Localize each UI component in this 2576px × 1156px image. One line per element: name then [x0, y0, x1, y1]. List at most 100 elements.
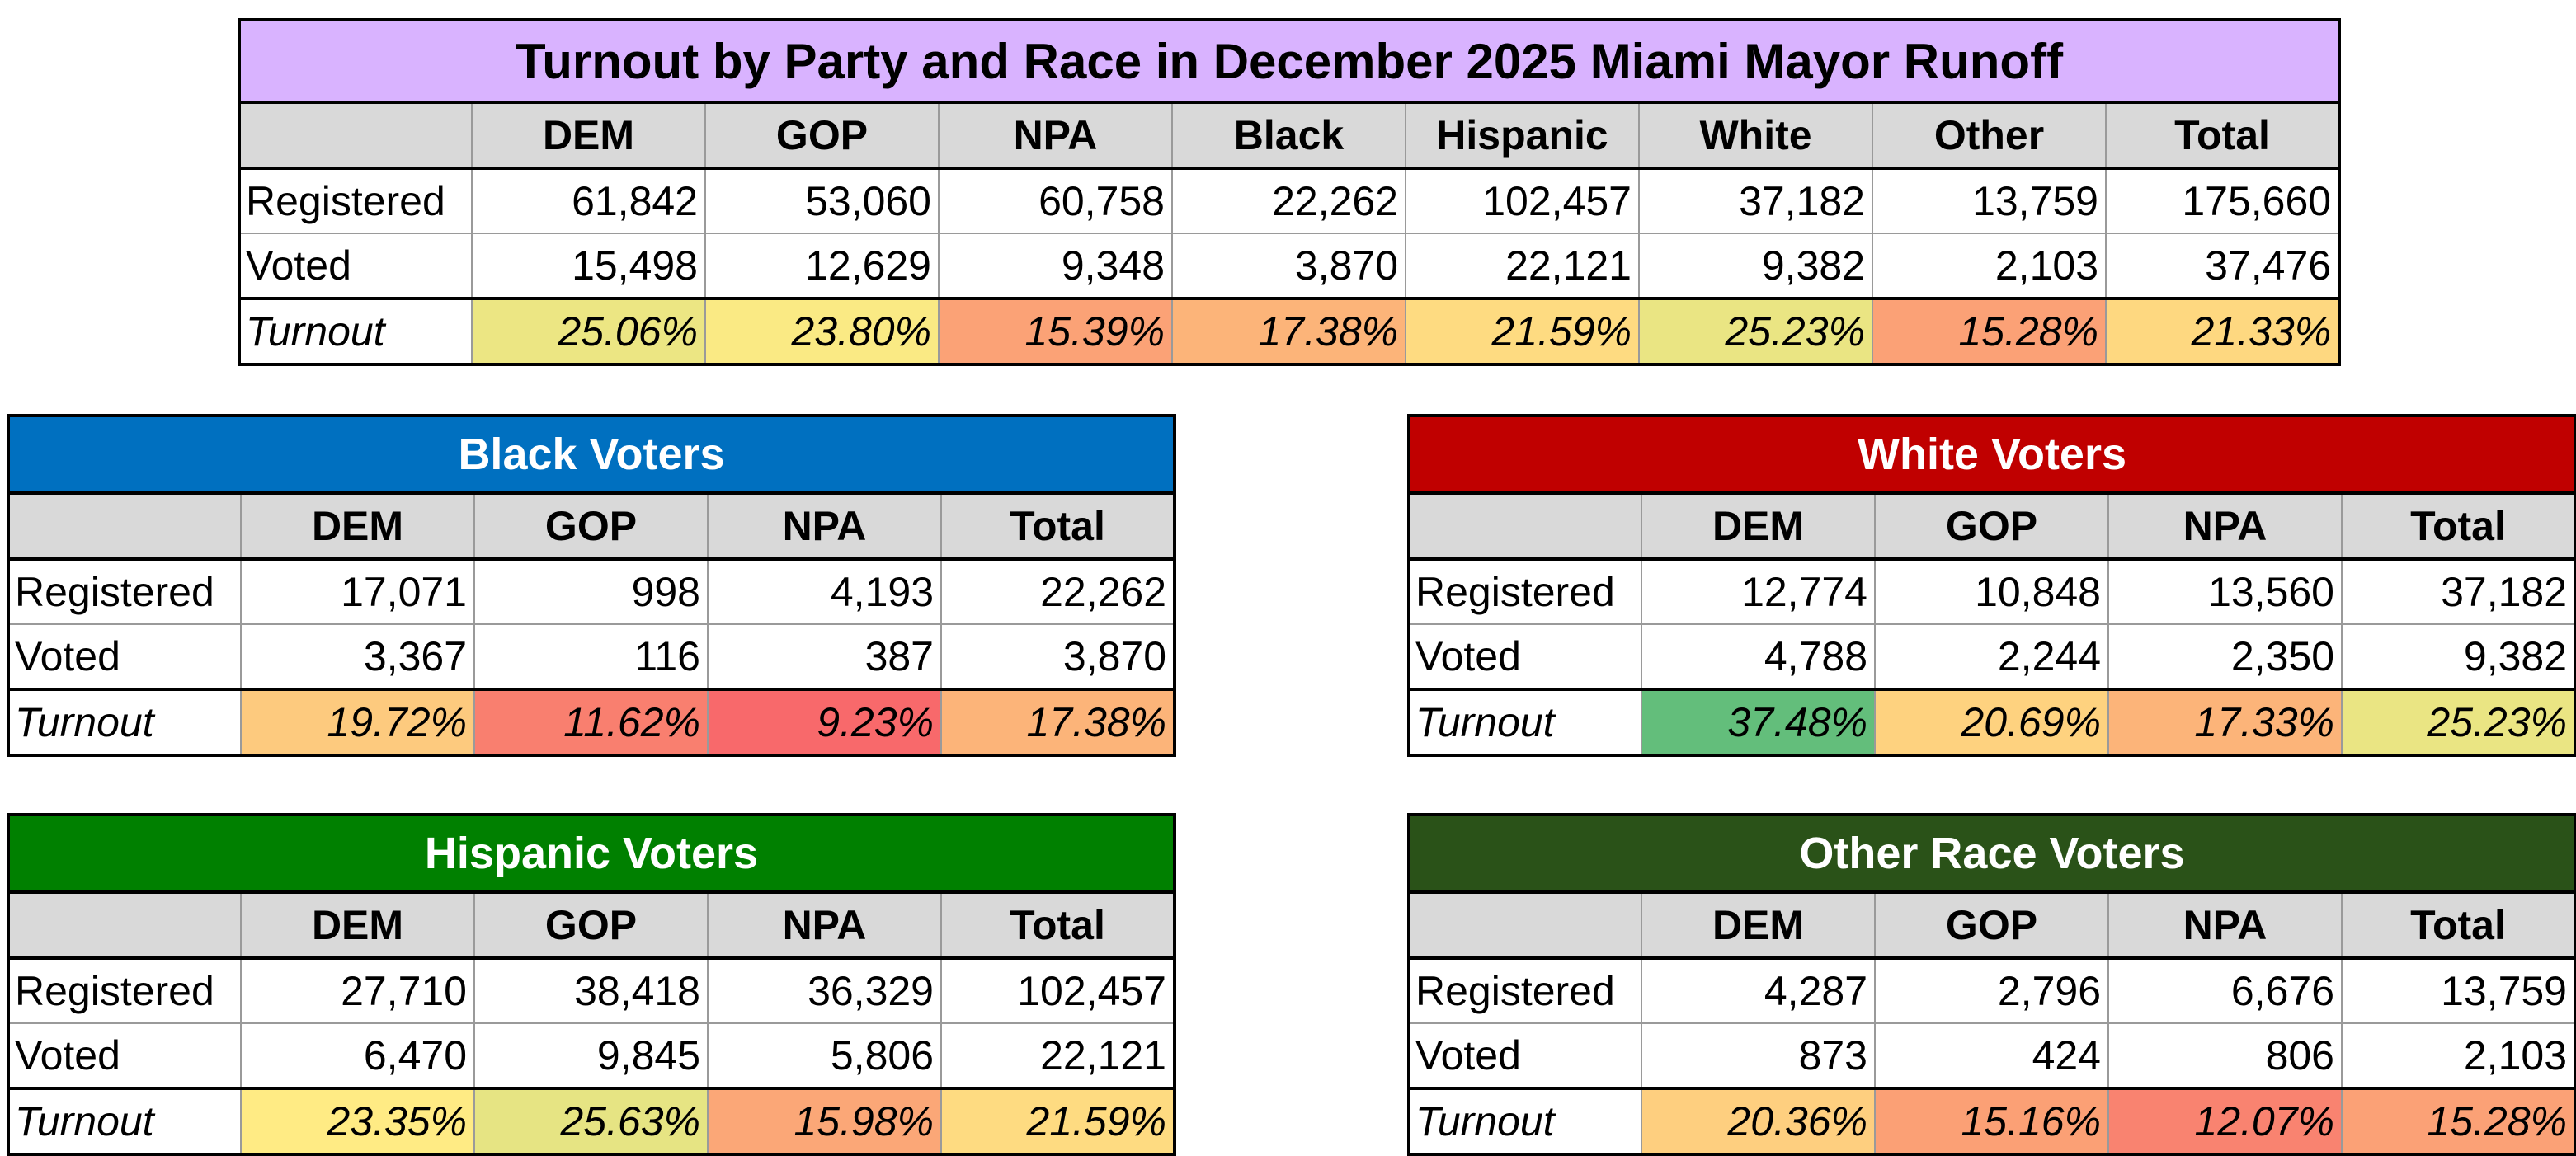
- turnout-cell: 15.39%: [938, 297, 1173, 365]
- turnout-cell: 11.62%: [473, 688, 709, 756]
- turnout-cell: 21.59%: [1405, 297, 1640, 365]
- column-header: DEM: [1641, 891, 1876, 960]
- turnout-row: Turnout 20.36% 15.16% 12.07% 15.28%: [1408, 1087, 2576, 1155]
- table-row: Voted 6,470 9,845 5,806 22,121: [7, 1022, 1175, 1089]
- data-cell: 2,796: [1874, 957, 2109, 1024]
- row-label: Turnout: [7, 1087, 242, 1155]
- data-cell: 9,382: [2340, 623, 2576, 690]
- turnout-row: Turnout 19.72% 11.62% 9.23% 17.38%: [7, 688, 1176, 756]
- main-turnout-table: Turnout by Party and Race in December 20…: [238, 18, 2342, 366]
- column-header: Black: [1171, 101, 1406, 170]
- column-header: GOP: [473, 492, 709, 561]
- column-header: White: [1638, 101, 1873, 170]
- table-title: Hispanic Voters: [8, 815, 1175, 894]
- data-cell: 3,870: [940, 623, 1176, 690]
- data-cell: 175,660: [2104, 167, 2341, 234]
- hispanic-voters-table: Hispanic Voters DEM GOP NPA Total Regist…: [7, 813, 1176, 1156]
- column-header: Total: [940, 492, 1176, 561]
- corner-cell: [7, 492, 242, 561]
- column-header: Other: [1872, 101, 2107, 170]
- data-cell: 38,418: [473, 957, 709, 1024]
- data-cell: 387: [707, 623, 942, 690]
- data-cell: 37,182: [1638, 167, 1873, 234]
- turnout-cell: 21.33%: [2104, 297, 2341, 365]
- data-cell: 13,560: [2107, 558, 2343, 625]
- row-label: Voted: [7, 623, 242, 690]
- corner-cell: [1408, 492, 1642, 561]
- turnout-cell: 23.35%: [240, 1087, 475, 1155]
- corner-cell: [238, 101, 473, 170]
- turnout-cell: 17.38%: [1171, 297, 1406, 365]
- data-cell: 2,350: [2107, 623, 2343, 690]
- data-cell: 998: [473, 558, 709, 625]
- data-cell: 806: [2107, 1022, 2343, 1089]
- data-cell: 3,870: [1171, 233, 1406, 299]
- data-cell: 2,244: [1874, 623, 2109, 690]
- data-cell: 12,629: [704, 233, 940, 299]
- table-row: Voted 15,498 12,629 9,348 3,870 22,121 9…: [238, 233, 2341, 299]
- data-cell: 4,193: [707, 558, 942, 625]
- table-row: Registered 27,710 38,418 36,329 102,457: [7, 957, 1175, 1024]
- column-header: NPA: [707, 891, 942, 960]
- data-cell: 4,788: [1641, 623, 1876, 690]
- column-header: NPA: [707, 492, 942, 561]
- white-voters-table: White Voters DEM GOP NPA Total Registere…: [1407, 414, 2576, 757]
- row-label: Voted: [7, 1022, 242, 1089]
- turnout-cell: 37.48%: [1641, 688, 1876, 756]
- column-header: Hispanic: [1405, 101, 1640, 170]
- data-cell: 27,710: [240, 957, 475, 1024]
- turnout-cell: 20.69%: [1874, 688, 2109, 756]
- column-header: Total: [2104, 101, 2341, 170]
- table-row: Voted 4,788 2,244 2,350 9,382: [1408, 623, 2576, 690]
- turnout-row: Turnout 37.48% 20.69% 17.33% 25.23%: [1408, 688, 2576, 756]
- column-header: GOP: [473, 891, 709, 960]
- turnout-cell: 12.07%: [2107, 1087, 2343, 1155]
- turnout-cell: 15.16%: [1874, 1087, 2109, 1155]
- data-cell: 6,470: [240, 1022, 475, 1089]
- data-cell: 6,676: [2107, 957, 2343, 1024]
- data-cell: 15,498: [471, 233, 706, 299]
- turnout-cell: 19.72%: [240, 688, 475, 756]
- data-cell: 36,329: [707, 957, 942, 1024]
- turnout-cell: 25.06%: [471, 297, 706, 365]
- table-title: Black Voters: [8, 416, 1175, 495]
- other-race-voters-table: Other Race Voters DEM GOP NPA Total Regi…: [1407, 813, 2576, 1156]
- data-cell: 424: [1874, 1022, 2109, 1089]
- row-label: Registered: [238, 167, 473, 234]
- row-label: Voted: [1408, 623, 1642, 690]
- data-cell: 9,845: [473, 1022, 709, 1089]
- row-label: Turnout: [7, 688, 242, 756]
- row-label: Registered: [1408, 558, 1642, 625]
- column-header: GOP: [704, 101, 940, 170]
- row-label: Registered: [7, 558, 242, 625]
- turnout-cell: 15.98%: [707, 1087, 942, 1155]
- data-cell: 37,182: [2340, 558, 2576, 625]
- table-title: Turnout by Party and Race in December 20…: [239, 20, 2340, 104]
- data-cell: 3,367: [240, 623, 475, 690]
- turnout-cell: 21.59%: [940, 1087, 1175, 1155]
- data-cell: 60,758: [938, 167, 1173, 234]
- row-label: Voted: [1408, 1022, 1642, 1089]
- data-cell: 102,457: [940, 957, 1175, 1024]
- table-title: White Voters: [1409, 416, 2576, 495]
- table-row: Voted 873 424 806 2,103: [1408, 1022, 2576, 1089]
- data-cell: 22,121: [1405, 233, 1640, 299]
- turnout-cell: 9.23%: [707, 688, 942, 756]
- data-cell: 22,262: [940, 558, 1176, 625]
- column-header: NPA: [2107, 891, 2343, 960]
- data-cell: 37,476: [2104, 233, 2341, 299]
- column-header: NPA: [938, 101, 1173, 170]
- table-row: Registered 17,071 998 4,193 22,262: [7, 558, 1176, 625]
- row-label: Voted: [238, 233, 473, 299]
- turnout-cell: 23.80%: [704, 297, 940, 365]
- column-header: Total: [2341, 891, 2576, 960]
- column-header: DEM: [1641, 492, 1876, 561]
- table-row: Registered 12,774 10,848 13,560 37,182: [1408, 558, 2576, 625]
- data-cell: 13,759: [1872, 167, 2107, 234]
- column-header: DEM: [240, 492, 475, 561]
- data-cell: 13,759: [2341, 957, 2576, 1024]
- table-title: Other Race Voters: [1409, 815, 2575, 894]
- column-header: DEM: [471, 101, 706, 170]
- turnout-row: Turnout 25.06% 23.80% 15.39% 17.38% 21.5…: [238, 297, 2341, 365]
- turnout-cell: 20.36%: [1641, 1087, 1876, 1155]
